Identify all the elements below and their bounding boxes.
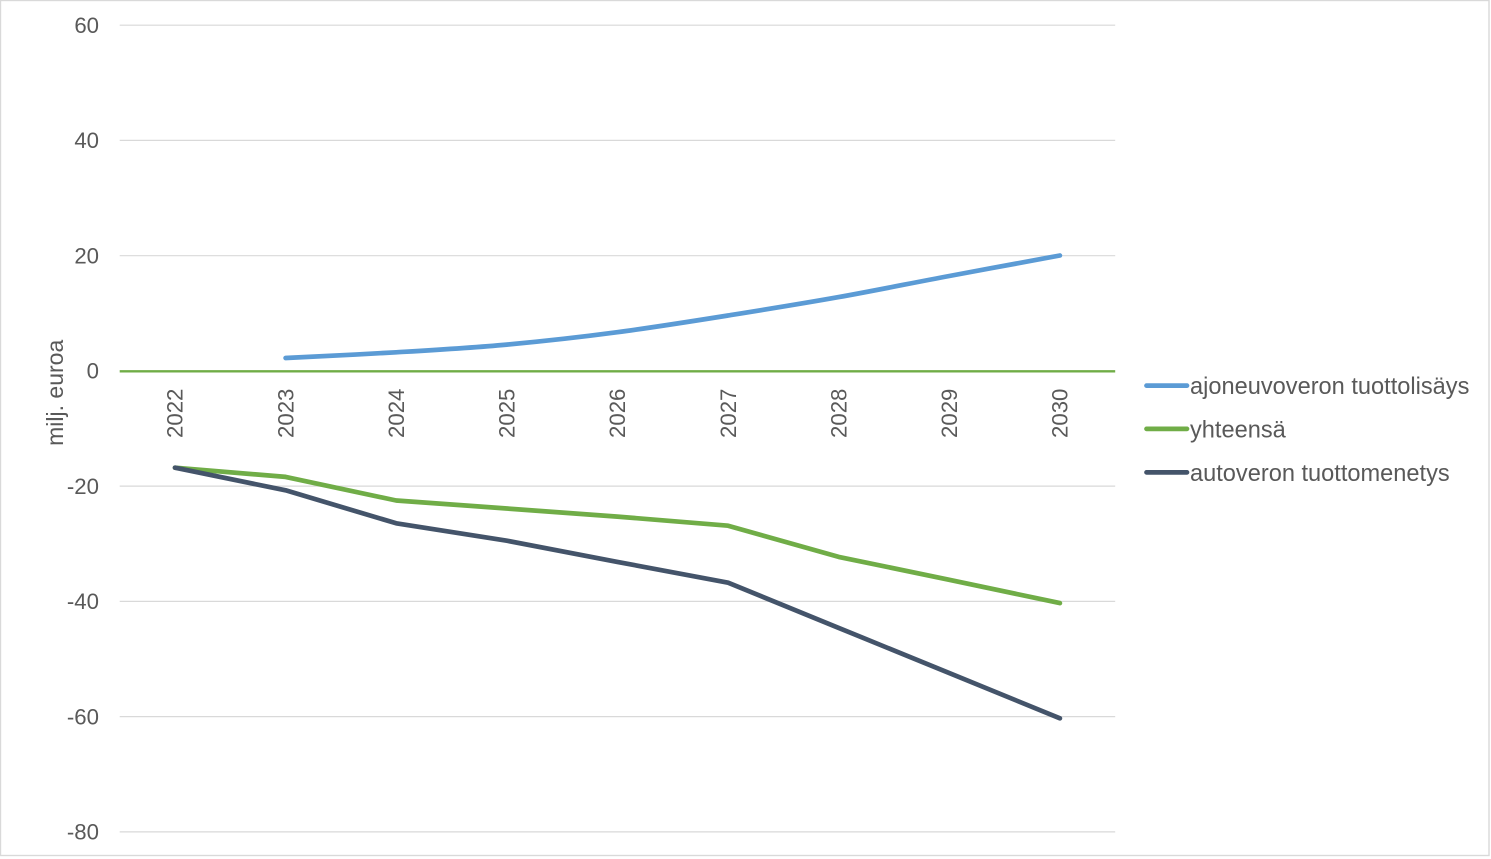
svg-text:2022: 2022: [163, 389, 188, 438]
svg-text:-20: -20: [67, 474, 99, 499]
svg-text:20: 20: [74, 243, 99, 268]
svg-text:-60: -60: [67, 704, 99, 729]
svg-text:autoveron tuottomenetys: autoveron tuottomenetys: [1190, 461, 1450, 487]
svg-text:2027: 2027: [716, 389, 741, 438]
svg-text:2024: 2024: [384, 389, 409, 438]
svg-text:40: 40: [74, 128, 99, 153]
svg-text:ajoneuvoveron tuottolisäys: ajoneuvoveron tuottolisäys: [1190, 374, 1469, 400]
svg-text:-80: -80: [67, 820, 99, 845]
svg-text:60: 60: [74, 13, 99, 38]
svg-text:2030: 2030: [1048, 389, 1073, 438]
svg-text:2026: 2026: [605, 389, 630, 438]
svg-text:milj. euroa: milj. euroa: [42, 340, 68, 446]
svg-text:0: 0: [87, 359, 99, 384]
svg-text:2023: 2023: [273, 389, 298, 438]
svg-text:2025: 2025: [495, 389, 520, 438]
svg-text:yhteensä: yhteensä: [1190, 417, 1287, 443]
svg-text:-40: -40: [67, 589, 99, 614]
svg-text:2029: 2029: [937, 389, 962, 438]
svg-text:2028: 2028: [826, 389, 851, 438]
